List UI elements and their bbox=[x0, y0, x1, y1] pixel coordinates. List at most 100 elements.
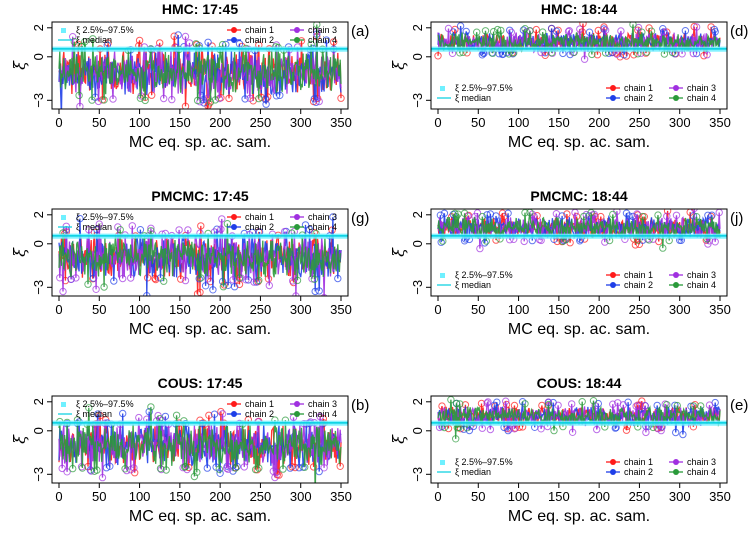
trace-point bbox=[473, 28, 481, 36]
x-tick-label: 200 bbox=[209, 115, 231, 130]
trace-point bbox=[85, 226, 93, 234]
trace-point bbox=[233, 462, 241, 471]
trace-point bbox=[235, 274, 244, 282]
plot-frame bbox=[51, 208, 349, 297]
trace-point bbox=[315, 287, 323, 295]
legend-band-swatch bbox=[61, 28, 66, 33]
trace-point bbox=[504, 209, 512, 218]
trace-line-chain-4 bbox=[437, 212, 721, 249]
trace-point bbox=[151, 274, 159, 283]
trace-point bbox=[72, 274, 80, 282]
legend-chain-label: chain 3 bbox=[687, 270, 716, 280]
trace-point bbox=[110, 277, 118, 285]
trace-point bbox=[147, 403, 155, 411]
y-axis-label: ξ bbox=[389, 247, 408, 257]
trace-point bbox=[642, 428, 650, 437]
trace-point bbox=[506, 425, 514, 433]
y-axis-label: ξ bbox=[10, 434, 29, 444]
trace-point bbox=[580, 55, 589, 63]
trace-point bbox=[489, 27, 498, 36]
trace-point bbox=[597, 212, 605, 221]
trace-point bbox=[78, 464, 87, 472]
x-tick-label: 300 bbox=[669, 302, 691, 317]
trace-point bbox=[136, 226, 145, 234]
trace-point bbox=[320, 464, 328, 472]
x-tick-label: 200 bbox=[209, 302, 231, 317]
y-tick-label: −3 bbox=[31, 93, 46, 108]
trace-line-chain-4 bbox=[58, 24, 342, 103]
trace-point bbox=[242, 276, 250, 284]
trace-point bbox=[589, 397, 598, 405]
legend-band-text: ξ 2.5%–97.5% bbox=[76, 25, 134, 35]
trace-point bbox=[452, 399, 461, 408]
trace-point bbox=[170, 32, 178, 40]
legend-chain-label: chain 1 bbox=[245, 399, 274, 409]
trace-point bbox=[201, 282, 210, 290]
x-tick-label: 100 bbox=[129, 489, 151, 504]
legend-band-swatch bbox=[61, 215, 66, 220]
legend-band-swatch bbox=[440, 86, 445, 91]
trace-line-chain-4 bbox=[58, 223, 342, 288]
legend-chain-marker bbox=[673, 459, 679, 465]
legend-chain-label: chain 4 bbox=[308, 222, 337, 232]
trace-point bbox=[130, 464, 138, 472]
x-tick-label: 250 bbox=[250, 115, 272, 130]
trace-point bbox=[647, 27, 656, 35]
trace-point bbox=[609, 400, 617, 408]
x-axis-label: MC eq. sp. ac. sam. bbox=[129, 134, 271, 151]
trace-point bbox=[197, 222, 205, 230]
trace-point bbox=[585, 28, 594, 36]
trace-point bbox=[580, 212, 588, 221]
trace-point bbox=[291, 463, 299, 472]
trace-point bbox=[486, 425, 495, 434]
legend-median-text: ξ median bbox=[76, 222, 112, 232]
x-tick-label: 300 bbox=[669, 489, 691, 504]
x-tick-label: 250 bbox=[629, 115, 651, 130]
trace-point bbox=[69, 33, 77, 41]
legend-chain-marker bbox=[231, 37, 237, 43]
legend-chain-marker bbox=[294, 27, 300, 33]
trace-group bbox=[431, 396, 727, 443]
trace-point bbox=[172, 411, 181, 419]
y-tick-label: 2 bbox=[31, 24, 46, 31]
trace-point bbox=[255, 464, 263, 472]
x-tick-label: 100 bbox=[129, 302, 151, 317]
panel-label: (a) bbox=[351, 23, 369, 40]
trace-point bbox=[94, 410, 102, 418]
trace-point bbox=[59, 287, 67, 296]
panel-label: (j) bbox=[730, 210, 743, 227]
trace-point bbox=[653, 401, 661, 410]
trace-point bbox=[700, 52, 708, 60]
trace-point bbox=[222, 464, 231, 472]
trace-point bbox=[116, 226, 124, 234]
trace-point bbox=[492, 212, 500, 220]
trace-point bbox=[476, 244, 484, 253]
x-tick-label: 150 bbox=[169, 302, 191, 317]
trace-point bbox=[156, 39, 164, 47]
trace-point bbox=[544, 400, 553, 409]
y-axis-label: ξ bbox=[10, 247, 29, 257]
panel-label: (g) bbox=[351, 210, 369, 227]
trace-point bbox=[295, 464, 303, 472]
trace-point bbox=[311, 287, 319, 296]
panel-6: COUS: 18:44 (e) 0 50 100 150 200 250 300 350 −3 0 2 M… bbox=[389, 375, 748, 525]
trace-point bbox=[84, 280, 92, 288]
trace-point bbox=[437, 238, 445, 246]
trace-point bbox=[181, 462, 190, 471]
legend-chain-marker bbox=[231, 27, 237, 33]
trace-point bbox=[148, 91, 156, 99]
trace-point bbox=[322, 36, 331, 44]
trace-point bbox=[550, 426, 558, 435]
legend-chain-label: chain 1 bbox=[624, 270, 653, 280]
x-tick-label: 300 bbox=[290, 489, 312, 504]
trace-point bbox=[95, 220, 104, 228]
trace-point bbox=[219, 283, 228, 291]
legend-chain-label: chain 1 bbox=[245, 25, 274, 35]
trace-point bbox=[229, 276, 237, 284]
legend-median-text: ξ median bbox=[455, 467, 491, 477]
legend-chain-label: chain 4 bbox=[308, 409, 337, 419]
x-tick-label: 150 bbox=[169, 115, 191, 130]
panel-4: PMCMC: 18:44 (j) 0 50 100 150 200 250 300 350 −3 0 2… bbox=[389, 188, 743, 338]
x-tick-label: 300 bbox=[669, 115, 691, 130]
y-tick-label: −3 bbox=[410, 467, 425, 482]
